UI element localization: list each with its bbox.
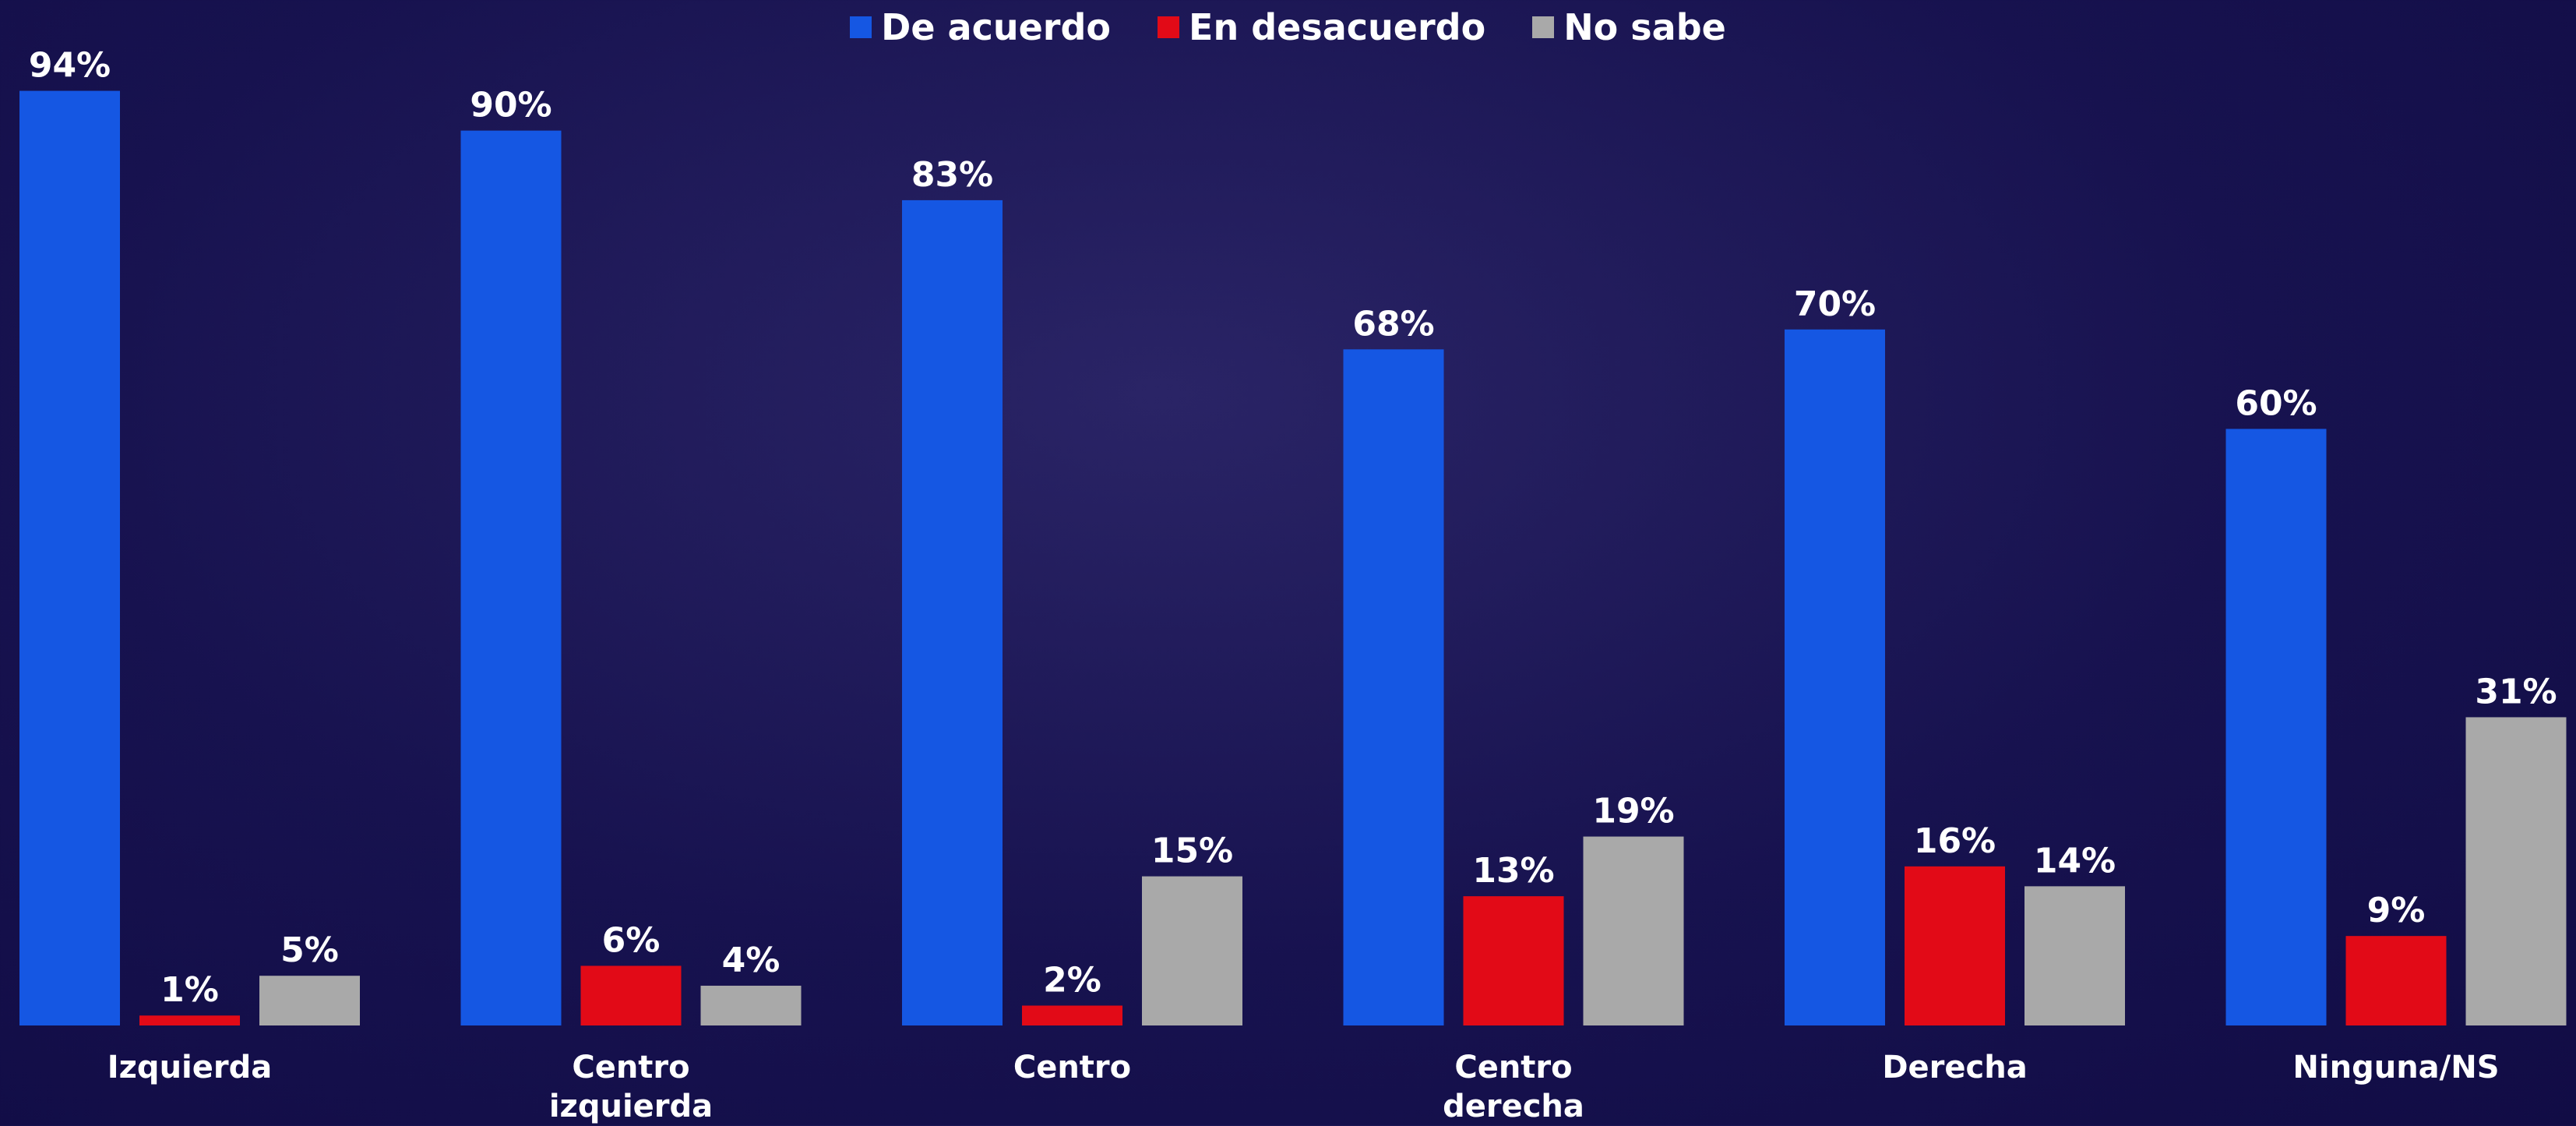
bar <box>700 985 802 1025</box>
value-label: 13% <box>1472 851 1554 891</box>
category-label: Centro izquierda <box>548 1050 714 1124</box>
value-label: 1% <box>160 970 219 1010</box>
value-label: 70% <box>1794 284 1876 324</box>
legend-label: De acuerdo <box>881 6 1112 48</box>
bar <box>580 965 682 1025</box>
bar <box>1463 896 1564 1025</box>
bar <box>902 199 1003 1025</box>
value-label: 6% <box>602 920 661 960</box>
legend-item: No sabe <box>1532 6 1726 48</box>
bar <box>1142 876 1242 1025</box>
value-label: 68% <box>1352 304 1434 344</box>
bar <box>460 130 562 1026</box>
bar <box>139 1015 240 1025</box>
bar <box>1343 349 1444 1025</box>
legend-swatch <box>1158 16 1180 38</box>
value-label: 19% <box>1592 792 1674 831</box>
value-label: 15% <box>1151 831 1233 871</box>
legend-swatch <box>1532 16 1555 38</box>
value-label: 2% <box>1043 960 1101 1000</box>
bar <box>1905 866 2005 1025</box>
value-label: 5% <box>280 930 339 970</box>
value-label: 9% <box>2367 891 2426 930</box>
legend-item: En desacuerdo <box>1158 6 1485 48</box>
category-label: Derecha <box>1882 1050 2028 1085</box>
bar <box>1785 329 1885 1025</box>
bar <box>2225 429 2327 1025</box>
bar <box>19 90 120 1025</box>
value-label: 31% <box>2475 672 2557 711</box>
category-label: Centro <box>1013 1050 1132 1085</box>
value-label: 4% <box>722 941 781 980</box>
bar <box>1583 836 1684 1025</box>
bar <box>1022 1005 1122 1025</box>
category-label: Centro derecha <box>1443 1050 1584 1124</box>
legend: De acuerdo En desacuerdo No sabe <box>0 6 2576 48</box>
value-label: 94% <box>29 46 111 86</box>
value-label: 83% <box>911 155 993 195</box>
value-label: 16% <box>1914 821 1996 861</box>
bar <box>259 976 360 1025</box>
value-label: 90% <box>470 86 551 125</box>
legend-label: No sabe <box>1563 6 1726 48</box>
bar <box>2465 717 2567 1025</box>
value-label: 14% <box>2034 841 2116 881</box>
legend-swatch <box>850 16 872 38</box>
legend-item: De acuerdo <box>850 6 1111 48</box>
bar <box>2345 936 2447 1025</box>
value-label: 60% <box>2235 383 2317 423</box>
category-label: Izquierda <box>107 1050 273 1085</box>
legend-label: En desacuerdo <box>1189 6 1486 48</box>
bar <box>2025 886 2125 1025</box>
category-label: Ninguna/NS <box>2292 1050 2500 1085</box>
